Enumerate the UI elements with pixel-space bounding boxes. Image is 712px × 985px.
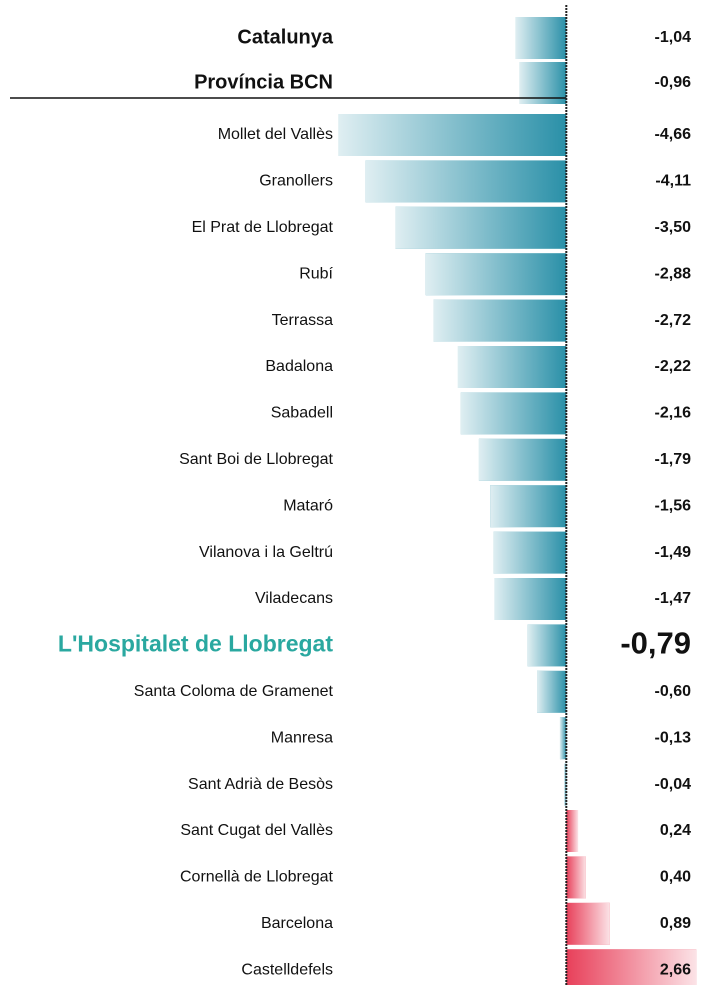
category-label: Castelldefels bbox=[241, 961, 333, 978]
bar-shade bbox=[365, 160, 567, 203]
bar-shade bbox=[457, 346, 567, 388]
category-label: Província BCN bbox=[194, 71, 333, 93]
category-label: Sant Adrià de Besòs bbox=[188, 776, 333, 793]
category-label: Granollers bbox=[259, 173, 333, 190]
bar-shade bbox=[566, 810, 579, 852]
category-label: Manresa bbox=[271, 729, 333, 746]
value-label: -2,88 bbox=[655, 265, 692, 282]
category-label: Catalunya bbox=[237, 26, 333, 48]
value-label: -0,13 bbox=[655, 729, 692, 746]
bar-shade bbox=[515, 17, 567, 59]
category-label: Vilanova i la Geltrú bbox=[199, 544, 333, 561]
value-label: -4,66 bbox=[655, 126, 692, 143]
category-label: Rubí bbox=[299, 265, 333, 282]
value-label: 0,40 bbox=[660, 869, 691, 886]
bar-shade bbox=[478, 438, 567, 481]
value-label: -1,56 bbox=[655, 497, 692, 514]
value-label: -4,11 bbox=[655, 173, 691, 190]
value-label: -2,16 bbox=[655, 405, 692, 422]
category-label: Sant Boi de Llobregat bbox=[179, 451, 333, 468]
category-label: Badalona bbox=[265, 358, 333, 375]
value-label: -0,96 bbox=[655, 74, 692, 91]
category-label: Santa Coloma de Gramenet bbox=[134, 683, 334, 700]
bar-shade bbox=[519, 62, 567, 104]
value-label: -1,79 bbox=[655, 451, 692, 468]
value-label: -1,49 bbox=[655, 544, 692, 561]
value-label: -0,04 bbox=[655, 776, 692, 793]
value-label: -2,22 bbox=[655, 358, 692, 375]
category-label: Cornellà de Llobregat bbox=[180, 869, 334, 886]
bar-shade bbox=[564, 763, 567, 806]
category-label: Terrassa bbox=[272, 312, 333, 329]
bar-shade bbox=[433, 299, 567, 342]
bar-shade bbox=[566, 949, 697, 985]
bar-shade bbox=[559, 717, 567, 760]
category-label: Sant Cugat del Vallès bbox=[180, 822, 333, 839]
value-label: -3,50 bbox=[655, 219, 692, 236]
category-label: L'Hospitalet de Llobregat bbox=[58, 630, 333, 656]
category-label: Barcelona bbox=[261, 915, 333, 932]
bar-shade bbox=[537, 670, 567, 713]
value-label: -1,04 bbox=[655, 29, 692, 46]
value-label: -2,72 bbox=[655, 312, 692, 329]
bar-shade bbox=[460, 392, 567, 435]
bar-shade bbox=[493, 531, 567, 574]
bar-shade bbox=[338, 114, 567, 156]
category-label: Mollet del Vallès bbox=[218, 126, 333, 143]
bar-shade bbox=[425, 253, 567, 296]
bar-shade bbox=[494, 578, 567, 620]
value-label: 0,24 bbox=[660, 822, 691, 839]
category-label: El Prat de Llobregat bbox=[192, 219, 334, 236]
value-label: 2,66 bbox=[660, 961, 691, 978]
value-label: -0,79 bbox=[620, 626, 691, 661]
category-label: Sabadell bbox=[271, 405, 333, 422]
bar-shade bbox=[527, 624, 567, 667]
value-label: 0,89 bbox=[660, 915, 691, 932]
value-label: -0,60 bbox=[655, 683, 692, 700]
value-label: -1,47 bbox=[655, 590, 692, 607]
category-label: Viladecans bbox=[255, 590, 333, 607]
category-label: Mataró bbox=[283, 497, 333, 514]
bar-shade bbox=[395, 206, 567, 249]
bar-shade bbox=[566, 902, 610, 945]
bar-shade bbox=[490, 485, 567, 528]
bar-shade bbox=[566, 856, 586, 899]
